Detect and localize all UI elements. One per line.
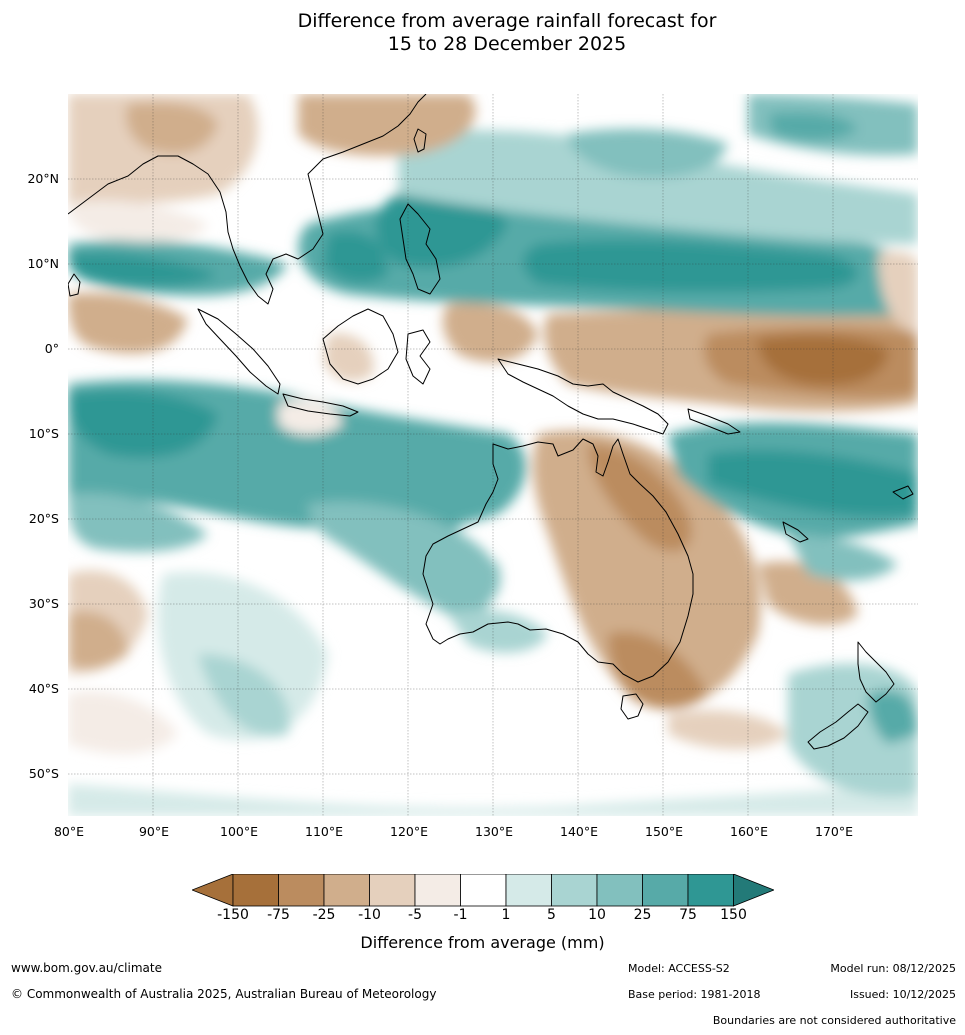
colorbar-tick: -10 [358, 907, 381, 923]
colorbar-cell-8 [596, 874, 643, 907]
lat-label-30s: 30°S [28, 596, 59, 611]
colorbar-cell-9 [642, 874, 689, 907]
base-period: Base period: 1981-2018 [628, 988, 761, 1001]
new-guinea-coast [497, 358, 669, 435]
colorbar [192, 874, 774, 907]
website-link[interactable]: www.bom.gov.au/climate [11, 961, 162, 975]
colorbar-cell-2 [323, 874, 370, 907]
boundaries-disclaimer: Boundaries are not considered authoritat… [712, 1014, 956, 1027]
title-line-1: Difference from average rainfall forecas… [297, 10, 717, 32]
colorbar-cell-6 [505, 874, 552, 907]
colorbar-tick: -150 [217, 907, 249, 923]
tasmania-coast [620, 693, 644, 720]
asia-mainland-coast [68, 94, 427, 305]
colorbar-tick: 75 [679, 907, 697, 923]
australia-coast [422, 438, 694, 683]
map-svg [68, 94, 918, 816]
colorbar-tick: 5 [547, 907, 556, 923]
sumatra-coast [197, 308, 281, 395]
coastlines [68, 94, 914, 750]
lon-label-100e: 100°E [219, 824, 259, 839]
fiji-coast [892, 485, 914, 500]
lon-label-80e: 80°E [53, 824, 85, 839]
colorbar-cell-5 [460, 874, 507, 907]
lon-label-160e: 160°E [729, 824, 769, 839]
model-run-date: Model run: 08/12/2025 [830, 962, 956, 975]
colorbar-cell-high-extend [733, 874, 774, 907]
title-line-2: 15 to 28 December 2025 [387, 33, 627, 55]
lon-label-130e: 130°E [474, 824, 514, 839]
colorbar-tick: -1 [453, 907, 468, 923]
lat-label-20s: 20°S [28, 511, 59, 526]
lon-label-170e: 170°E [814, 824, 854, 839]
lat-label-10s: 10°S [28, 426, 59, 441]
sri-lanka-coast [68, 273, 81, 297]
colorbar-cell-low-extend [192, 874, 234, 907]
lat-label-10n: 10°N [27, 256, 59, 271]
rainfall-anomaly-fields [68, 94, 918, 816]
java-coast [282, 393, 359, 417]
colorbar-tick: -5 [408, 907, 422, 923]
taiwan-coast [413, 128, 427, 153]
colorbar-tick: 1 [501, 907, 511, 923]
lat-label-40s: 40°S [28, 681, 59, 696]
graticule [68, 94, 918, 816]
rainfall-map [68, 94, 918, 816]
colorbar-tick: -75 [267, 907, 290, 923]
colorbar-tick: -25 [312, 907, 336, 923]
colorbar-tick: 10 [588, 907, 606, 923]
lat-label-20n: 20°N [27, 171, 59, 186]
lon-label-120e: 120°E [389, 824, 429, 839]
philippines-coast [399, 203, 441, 295]
new-zealand-north-coast [857, 641, 895, 703]
issued-date: Issued: 10/12/2025 [849, 988, 956, 1001]
sulawesi-coast [405, 329, 431, 385]
colorbar-cell-10 [687, 874, 734, 907]
colorbar-tick: 150 [720, 907, 747, 923]
colorbar-cell-7 [551, 874, 598, 907]
lat-label-0: 0° [44, 341, 59, 356]
new-caledonia-coast [782, 521, 809, 543]
solomon-islands-coast [687, 408, 741, 435]
model-name: Model: ACCESS-S2 [628, 962, 730, 975]
map-title: Difference from average rainfall forecas… [0, 10, 965, 56]
lat-label-50s: 50°S [28, 766, 59, 781]
borneo-coast [322, 308, 399, 385]
colorbar-cell-1 [278, 874, 325, 907]
lon-label-140e: 140°E [559, 824, 599, 839]
copyright-text: © Commonwealth of Australia 2025, Austra… [11, 987, 437, 1001]
colorbar-cell-0 [232, 874, 279, 907]
lon-label-90e: 90°E [138, 824, 170, 839]
lon-label-150e: 150°E [644, 824, 684, 839]
colorbar-cell-3 [369, 874, 416, 907]
colorbar-tick: 25 [633, 907, 652, 923]
new-zealand-south-coast [807, 703, 869, 750]
colorbar-label: Difference from average (mm) [360, 933, 605, 952]
colorbar-cell-4 [414, 874, 461, 907]
lon-label-110e: 110°E [304, 824, 344, 839]
